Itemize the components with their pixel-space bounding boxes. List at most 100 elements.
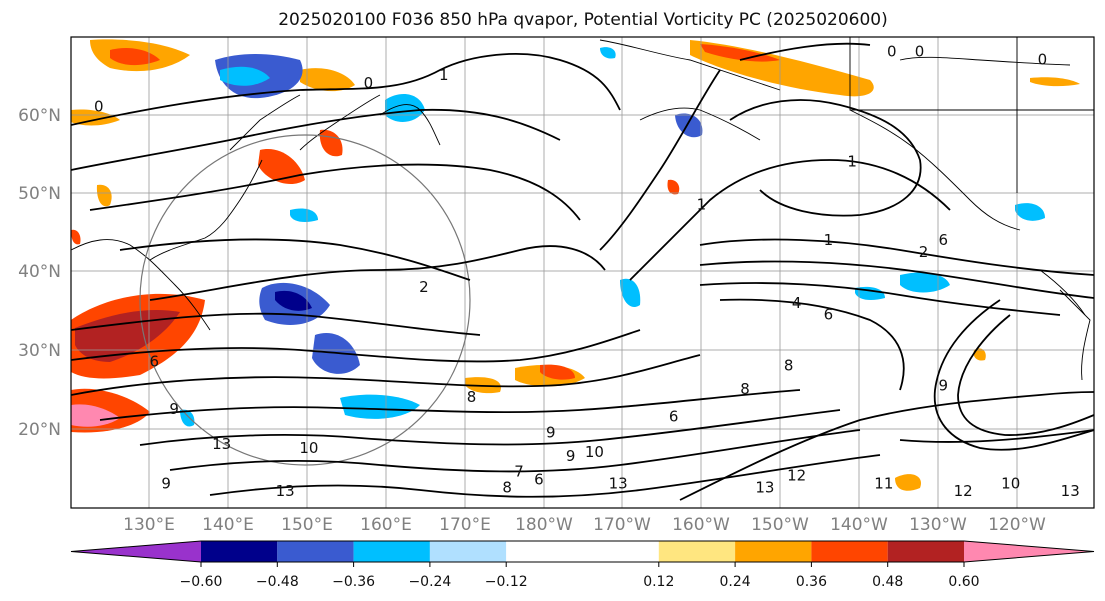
fill-negative: [385, 94, 425, 122]
contour-label: 0: [887, 43, 897, 61]
colorbar-segment: [887, 541, 964, 562]
contour-label: 10: [585, 443, 604, 461]
contour-label: 6: [149, 353, 159, 371]
fill-positive: [540, 364, 575, 380]
contour-label: 1: [697, 196, 707, 214]
lat-label: 40°N: [18, 262, 61, 282]
contour-label: 9: [169, 400, 179, 418]
range-ring: [139, 134, 471, 466]
fill-positive: [1030, 77, 1080, 87]
colorbar-tick-label: 0.60: [948, 574, 979, 590]
colorbar-segment: [201, 541, 278, 562]
lon-label: 140°E: [202, 515, 254, 535]
colorbar-segment: [735, 541, 812, 562]
colorbar-extend-max: [964, 541, 1094, 562]
map-frame: [70, 36, 1095, 509]
colorbar-tick-label: 0.48: [872, 574, 903, 590]
colorbar-ticks: −0.60 −0.48 −0.36 −0.24 −0.12 0.12 0.24 …: [180, 574, 980, 590]
contour-label: 13: [755, 478, 774, 496]
fill-positive: [300, 68, 355, 92]
fill-negative: [620, 278, 641, 308]
pv-contours: [71, 42, 1094, 501]
colorbar-extend-min: [71, 541, 201, 562]
colorbar-segment: [658, 541, 736, 562]
contour-label: 1: [847, 153, 857, 171]
fill-negative: [290, 208, 318, 223]
contour-label: 9: [161, 474, 171, 492]
contour-label: 0: [1038, 50, 1048, 68]
contour-label: 10: [1001, 474, 1020, 492]
lat-label: 60°N: [18, 106, 61, 126]
lon-label: 160°W: [672, 515, 730, 535]
lon-label: 150°W: [751, 515, 809, 535]
lat-label: 50°N: [18, 184, 61, 204]
lat-label: 20°N: [18, 420, 61, 440]
lon-label: 170°E: [439, 515, 491, 535]
fill-positive: [700, 44, 780, 62]
fill-negative: [220, 66, 270, 86]
fill-negative: [675, 113, 703, 138]
contour-label: 4: [792, 294, 802, 312]
longitude-labels: 130°E 140°E 150°E 160°E 170°E 180°W 170°…: [123, 515, 1046, 535]
contour-label: 13: [212, 435, 231, 453]
colorbar-tick-label: −0.48: [256, 574, 299, 590]
colorbar-segment: [506, 541, 659, 562]
colorbar-tick-label: 0.24: [720, 574, 751, 590]
lon-label: 130°W: [909, 515, 967, 535]
contour-label: 2: [919, 243, 929, 261]
lon-label: 170°W: [593, 515, 651, 535]
fill-positive: [258, 149, 305, 185]
contour-label: 12: [954, 482, 973, 500]
latitude-labels: 60°N 50°N 40°N 30°N 20°N: [18, 106, 61, 440]
fill-negative: [340, 394, 420, 419]
contour-label: 7: [514, 463, 524, 481]
contour-label: 9: [939, 376, 949, 394]
lon-label: 140°W: [830, 515, 888, 535]
fill-positive: [319, 129, 343, 157]
contour-label: 1: [824, 231, 834, 249]
colorbar: [70, 540, 1095, 567]
colorbar-segment: [811, 541, 888, 562]
contour-label: 0: [915, 43, 925, 61]
contour-label: 10: [299, 439, 318, 457]
contour-label: 13: [276, 482, 295, 500]
fill-positive: [667, 179, 680, 195]
fill-positive: [71, 404, 120, 427]
contour-label: 0: [364, 74, 374, 92]
contour-label: 12: [787, 467, 806, 485]
fill-positive: [71, 229, 81, 245]
colorbar-segment: [277, 541, 354, 562]
fill-positive: [895, 474, 921, 491]
contour-label: 8: [502, 478, 512, 496]
contour-label: 6: [534, 470, 544, 488]
contour-label: 8: [784, 357, 794, 375]
fill-negative: [600, 47, 616, 59]
fill-positive: [110, 48, 160, 66]
contour-label: 2: [419, 278, 429, 296]
contour-label: 0: [94, 98, 104, 116]
contour-label: 1: [439, 66, 449, 84]
colorbar-segment: [429, 541, 507, 562]
qvapor-fills: [71, 39, 1080, 491]
colorbar-tick-label: 0.12: [643, 574, 674, 590]
fill-negative: [180, 409, 195, 427]
contour-label: 8: [740, 380, 750, 398]
colorbar-tick-label: −0.12: [485, 574, 528, 590]
lon-label: 150°E: [281, 515, 333, 535]
coastlines: [71, 37, 1094, 381]
fill-negative: [1015, 203, 1045, 221]
colorbar-tick-label: −0.24: [408, 574, 451, 590]
contour-label: 9: [546, 423, 556, 441]
contour-label: 13: [609, 474, 628, 492]
lat-label: 30°N: [18, 341, 61, 361]
chart-title: 2025020100 F036 850 hPa qvapor, Potentia…: [278, 10, 888, 30]
contour-label: 8: [467, 388, 477, 406]
contour-label: 6: [939, 231, 949, 249]
fill-positive: [973, 348, 986, 361]
fill-negative: [275, 290, 312, 311]
fill-positive: [96, 184, 112, 207]
lon-label: 160°E: [360, 515, 412, 535]
